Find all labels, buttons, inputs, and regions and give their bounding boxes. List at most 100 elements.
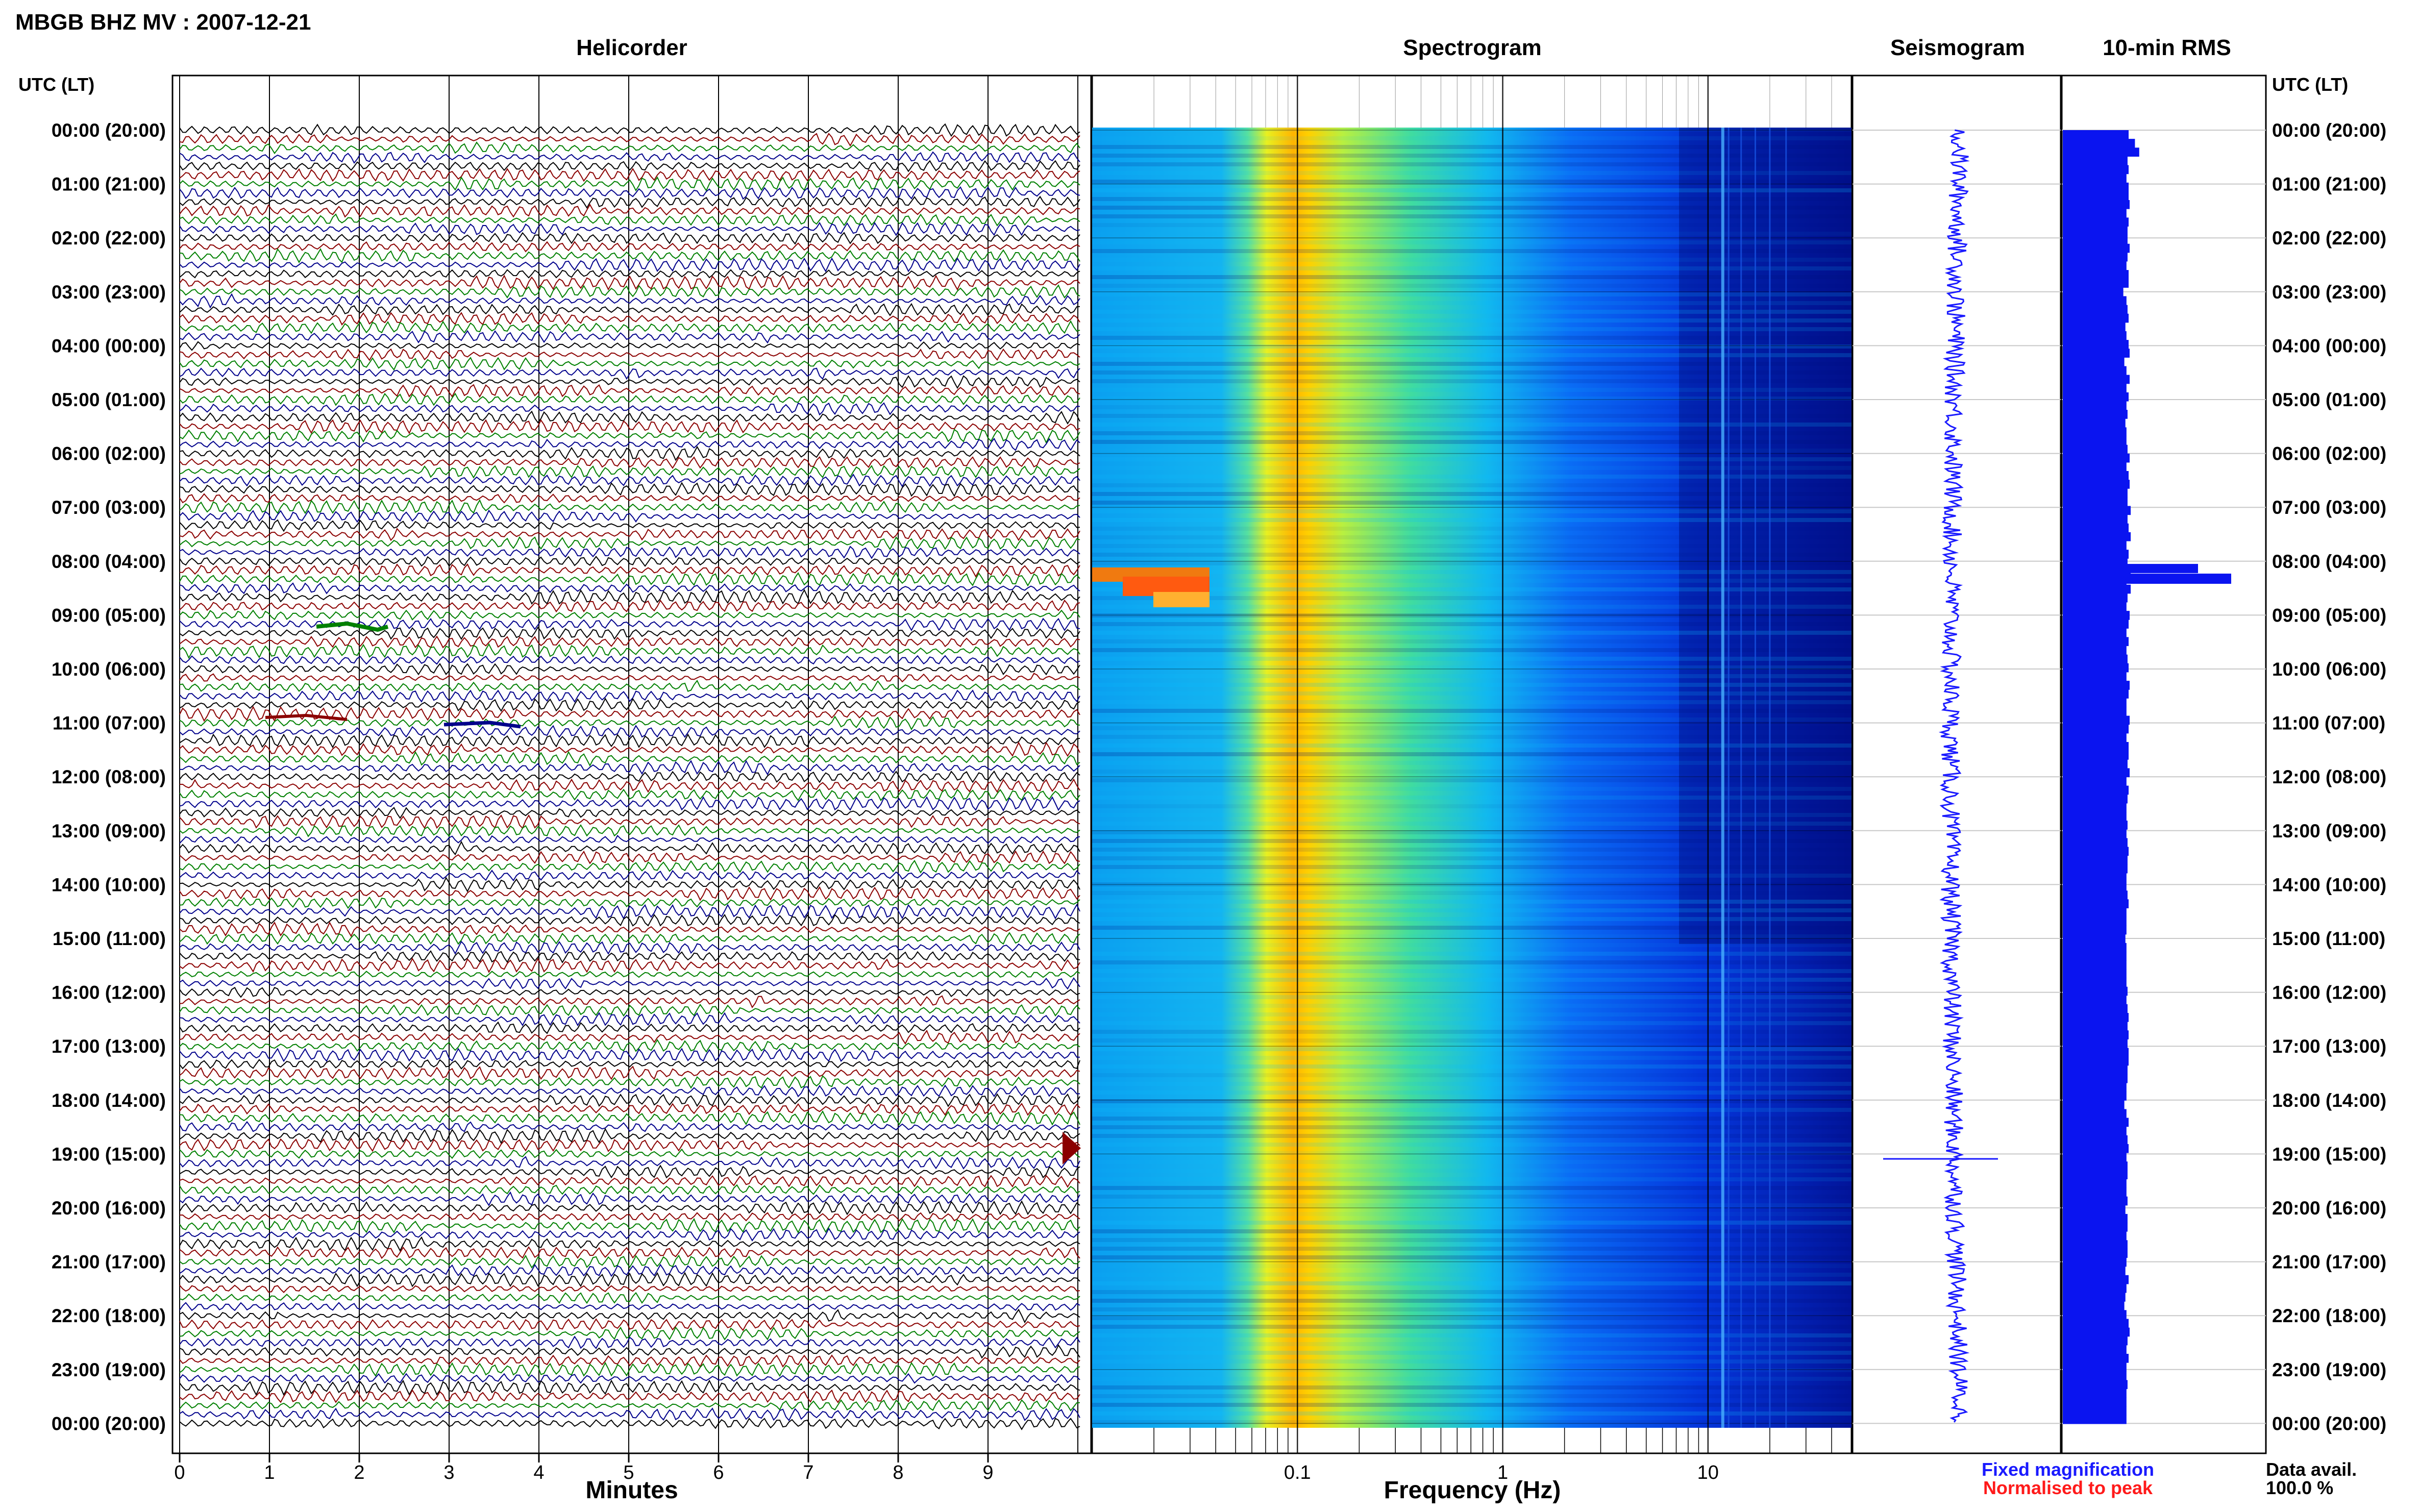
helicorder-trace: [179, 1200, 1080, 1216]
spectrogram-heatmap: [1092, 128, 1852, 1428]
helicorder-trace: [179, 1059, 1080, 1070]
helicorder-trace: [179, 1029, 1080, 1045]
helicorder-trace: [179, 195, 1080, 209]
rms-bar: [2063, 191, 2129, 201]
rms-bar: [2063, 812, 2127, 821]
rms-bar: [2063, 986, 2128, 996]
spectrogram-row: [1092, 1290, 1852, 1294]
helicorder-trace: [179, 536, 1080, 551]
spectrogram-row: [1092, 1316, 1852, 1320]
rms-bar: [2063, 1231, 2127, 1241]
rms-bar: [2063, 794, 2128, 804]
rms-bar: [2063, 724, 2129, 734]
hour-label-left: 07:00 (03:00): [52, 497, 166, 518]
rms-bar: [2063, 418, 2126, 428]
rms-bar: [2063, 803, 2127, 812]
spectrogram-row: [1092, 700, 1852, 704]
helicorder-trace: [179, 151, 1080, 164]
helicorder-trace: [179, 1335, 1080, 1350]
spectrogram-row: [1092, 405, 1852, 409]
helicorder-trace: [179, 1292, 1080, 1304]
hour-label-right: 01:00 (21:00): [2272, 174, 2386, 195]
helicorder-trace: [179, 410, 1080, 425]
event-green: [316, 621, 389, 632]
helicorder-trace: [179, 886, 1080, 901]
helicorder-trace: [179, 733, 1080, 749]
hour-label-left: 10:00 (06:00): [52, 659, 166, 680]
hour-label-right: 22:00 (18:00): [2272, 1305, 2386, 1326]
spectrogram-row: [1092, 1385, 1852, 1390]
helicorder-trace: [179, 986, 1080, 998]
helicorder-trace: [179, 635, 1080, 649]
helicorder-trace: [179, 957, 1080, 973]
freq-tick-label: 1: [1497, 1462, 1508, 1483]
spectrogram-row: [1092, 1082, 1852, 1086]
rms-bar: [2063, 488, 2128, 498]
minute-tick-label: 3: [443, 1462, 454, 1483]
rms-bar: [2063, 1100, 2125, 1109]
spectrogram-row: [1092, 249, 1852, 253]
helicorder-trace: [179, 1128, 1080, 1145]
spectrogram-row: [1092, 1195, 1852, 1199]
rms-bar: [2063, 978, 2127, 987]
spectrogram-row: [1092, 639, 1852, 643]
rms-bar: [2063, 1074, 2128, 1083]
spectrogram-ticks: 0.1 1 10: [1153, 76, 1852, 1483]
rms-bar: [2063, 1257, 2127, 1267]
spectrogram-row: [1092, 1004, 1852, 1008]
spectrogram-row: [1092, 969, 1852, 973]
spectrogram-row: [1092, 952, 1852, 956]
rms-bar: [2063, 882, 2127, 891]
rms-bar: [2063, 584, 2131, 594]
helicorder-trace: [179, 384, 1080, 398]
spectrogram-row: [1092, 145, 1852, 149]
spectrogram-row: [1092, 318, 1852, 323]
helicorder-trace: [179, 706, 1080, 722]
hour-label-right: 05:00 (01:00): [2272, 389, 2386, 410]
helicorder-trace: [179, 1093, 1080, 1107]
rms-bar: [2063, 1030, 2129, 1039]
minute-tick-label: 4: [533, 1462, 544, 1483]
spectrogram-row: [1092, 1134, 1852, 1138]
spectrogram-row: [1092, 1090, 1852, 1095]
rms-bar: [2063, 444, 2128, 454]
rms-bar: [2063, 916, 2127, 926]
rms-bar: [2063, 1187, 2127, 1197]
helicorder-trace: [179, 1361, 1080, 1377]
spectrogram-row: [1092, 162, 1852, 166]
rms-bar: [2063, 514, 2128, 524]
spectrogram-row: [1092, 310, 1852, 314]
rms-bar: [2063, 689, 2129, 699]
spectrogram-row: [1092, 960, 1852, 964]
rms-bar: [2063, 279, 2129, 288]
spectrogram-row: [1092, 995, 1852, 999]
rms-bar: [2063, 821, 2128, 830]
rms-bar-peak: [2063, 574, 2231, 584]
hour-label-left: 03:00 (23:00): [52, 282, 166, 303]
helicorder-trace: [179, 1218, 1080, 1234]
spectrogram-row: [1092, 1325, 1852, 1329]
rms-bar: [2063, 541, 2127, 550]
helicorder-trace: [179, 1102, 1080, 1116]
hour-label-left: 00:00 (20:00): [52, 120, 166, 141]
spectrogram-row: [1092, 822, 1852, 826]
spectrogram-row: [1092, 284, 1852, 288]
spectrogram-row: [1092, 631, 1852, 635]
spectrogram-row: [1092, 865, 1852, 869]
helicorder-trace: [179, 456, 1080, 469]
rms-bar: [2063, 305, 2128, 314]
hour-label-right: 08:00 (04:00): [2272, 551, 2386, 572]
hour-labels-right: 00:00 (20:00) 01:00 (21:00) 02:00 (22:00) 0…: [2272, 120, 2386, 1434]
helicorder-trace: [179, 232, 1080, 245]
hour-label-right: 04:00 (00:00): [2272, 335, 2386, 356]
spectrogram-row: [1092, 874, 1852, 878]
rms-bar: [2063, 1310, 2127, 1319]
spectrogram-row: [1092, 1186, 1852, 1190]
helicorder-title: Helicorder: [576, 35, 687, 60]
rms-bar: [2063, 392, 2129, 402]
event-blue: [443, 721, 521, 729]
helicorder-trace: [179, 303, 1080, 316]
rms-bar: [2063, 322, 2126, 332]
hour-label-right: 11:00 (07:00): [2272, 713, 2385, 734]
rms-bar: [2063, 209, 2127, 218]
